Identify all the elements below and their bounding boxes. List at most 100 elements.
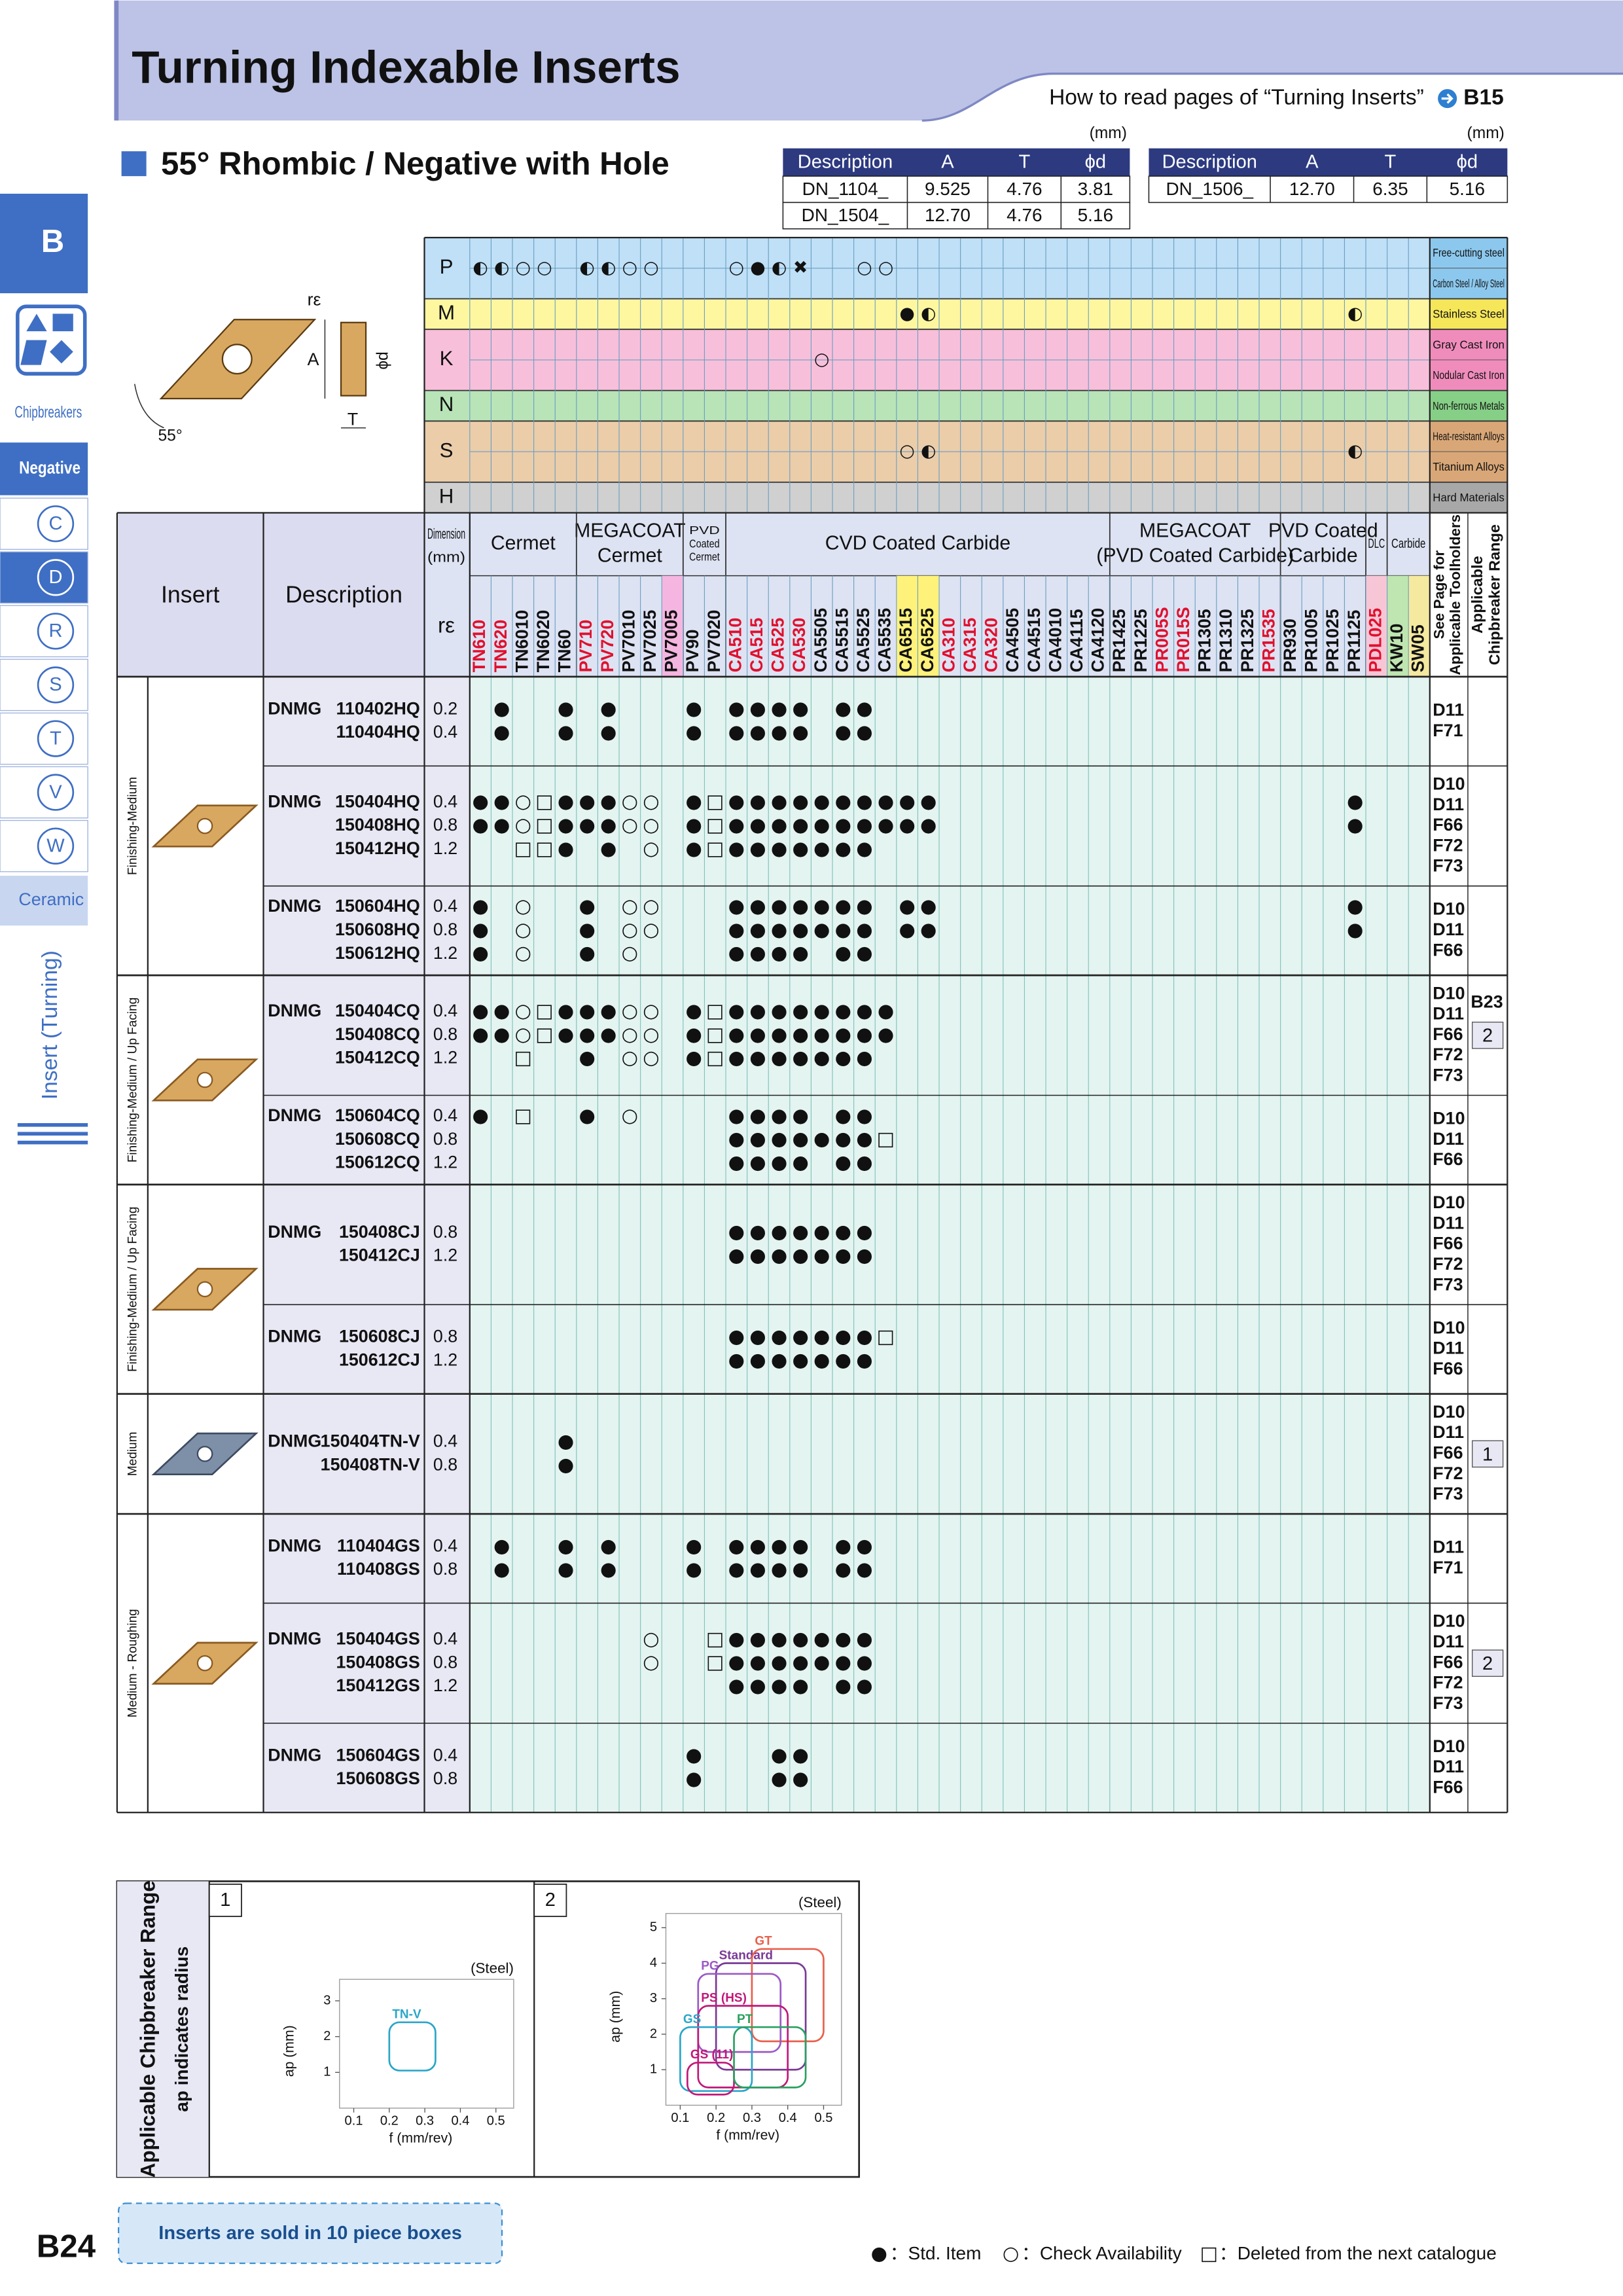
chip-range[interactable]: 1 bbox=[1482, 1444, 1493, 1465]
toolholder-page: F72 bbox=[1433, 1673, 1463, 1693]
shape-tab[interactable] bbox=[0, 551, 88, 604]
availability-mark: ● bbox=[579, 999, 595, 1022]
availability-mark: ● bbox=[792, 1534, 808, 1556]
availability-mark: □ bbox=[706, 1023, 724, 1045]
application-label: Finishing-Medium / Up Facing bbox=[126, 997, 140, 1162]
material-mark: ◐ bbox=[579, 257, 594, 278]
material-type: Hard Materials bbox=[1433, 491, 1505, 504]
shape-tab[interactable] bbox=[0, 819, 88, 872]
availability-mark: ● bbox=[856, 1104, 872, 1126]
availability-mark: ● bbox=[685, 721, 702, 743]
availability-mark: ○ bbox=[643, 1627, 659, 1649]
availability-mark: ● bbox=[835, 942, 851, 964]
availability-mark: ● bbox=[472, 999, 488, 1022]
material-mark: ● bbox=[899, 303, 914, 323]
negative-label[interactable]: Negative bbox=[19, 457, 80, 477]
grade-name: CA320 bbox=[982, 618, 1001, 673]
grade-name: PR1425 bbox=[1109, 609, 1129, 672]
availability-mark: ● bbox=[835, 1047, 851, 1069]
availability-mark: ● bbox=[558, 1023, 574, 1045]
toolholder-page: F66 bbox=[1433, 815, 1463, 834]
shape-letter[interactable]: W bbox=[46, 835, 65, 856]
availability-mark: ○ bbox=[643, 790, 659, 812]
grade-name: PV720 bbox=[597, 620, 617, 673]
toolholder-page: D11 bbox=[1433, 1422, 1464, 1442]
dimension-header: (mm) bbox=[427, 549, 465, 565]
availability-mark: ● bbox=[685, 814, 702, 836]
shape-letter[interactable]: V bbox=[49, 781, 62, 802]
insert-code: 150408CQ bbox=[335, 1024, 420, 1044]
corner-radius: 0.4 bbox=[433, 1105, 457, 1125]
shape-tab[interactable] bbox=[0, 605, 88, 658]
availability-mark: ● bbox=[728, 1023, 745, 1045]
y-tick-label: 1 bbox=[650, 2062, 657, 2077]
link-text[interactable]: How to read pages of “Turning Inserts” bbox=[1049, 85, 1424, 109]
section-title: 55° Rhombic / Negative with Hole bbox=[161, 145, 669, 181]
availability-mark: ● bbox=[728, 1534, 745, 1556]
chip-range[interactable]: 2 bbox=[1482, 1653, 1493, 1674]
availability-mark: ● bbox=[899, 790, 915, 812]
material-band bbox=[424, 298, 1430, 330]
negative-tab[interactable] bbox=[0, 442, 88, 495]
chip-range-header: Chipbreaker Range bbox=[1486, 524, 1503, 665]
y-tick-label: 4 bbox=[650, 1956, 657, 1970]
availability-mark: ● bbox=[749, 999, 766, 1022]
availability-mark: ● bbox=[792, 1558, 808, 1580]
a-label: A bbox=[308, 350, 319, 369]
toolholder-page: D10 bbox=[1433, 1402, 1465, 1422]
range-region bbox=[715, 1962, 807, 2071]
grade-name: PR015S bbox=[1173, 607, 1193, 672]
shape-letter[interactable]: S bbox=[49, 674, 62, 695]
availability-mark: ● bbox=[749, 1325, 766, 1348]
availability-mark: ● bbox=[558, 790, 574, 812]
ceramic-tab[interactable] bbox=[0, 876, 88, 926]
ceramic-label[interactable]: Ceramic bbox=[18, 889, 84, 909]
shape-letter[interactable]: D bbox=[48, 567, 62, 588]
chip-box bbox=[1471, 1440, 1504, 1468]
availability-mark: ● bbox=[856, 1047, 872, 1069]
insert-image-hole bbox=[196, 1446, 213, 1462]
grade-bg bbox=[896, 575, 918, 677]
toolholder-page: F66 bbox=[1433, 1359, 1463, 1378]
insert-code: 150608CQ bbox=[335, 1129, 420, 1149]
dim-header: Description bbox=[1162, 152, 1257, 173]
chip-range[interactable]: 2 bbox=[1482, 1026, 1493, 1047]
availability-mark: ● bbox=[472, 790, 488, 812]
shape-letter[interactable]: T bbox=[50, 728, 62, 749]
grade-name: PR1310 bbox=[1216, 609, 1236, 672]
shape-outline bbox=[37, 559, 75, 596]
insert-code: 150408HQ bbox=[335, 815, 420, 834]
availability-mark: ● bbox=[472, 1023, 488, 1045]
availability-mark: ● bbox=[792, 1221, 808, 1243]
insert-code: 150408CJ bbox=[339, 1222, 420, 1242]
availability-mark: ● bbox=[920, 814, 936, 836]
availability-mark: □ bbox=[535, 1023, 553, 1045]
link-page[interactable]: B15 bbox=[1463, 85, 1504, 109]
availability-mark: ● bbox=[749, 721, 766, 743]
shape-tab[interactable] bbox=[0, 658, 88, 711]
availability-mark: ● bbox=[856, 1151, 872, 1173]
material-mark: ○ bbox=[516, 257, 531, 278]
chipbreakers-link[interactable]: Chipbreakers bbox=[14, 404, 82, 422]
shape-letter[interactable]: R bbox=[48, 620, 62, 641]
grade-name: CA315 bbox=[960, 618, 980, 673]
shape-outline bbox=[37, 666, 75, 704]
shape-tab[interactable] bbox=[0, 497, 88, 550]
shape-tab[interactable] bbox=[0, 712, 88, 765]
shape-tab[interactable] bbox=[0, 766, 88, 819]
availability-mark: ● bbox=[792, 790, 808, 812]
availability-mark: ● bbox=[749, 1674, 766, 1696]
material-mark: ○ bbox=[857, 257, 872, 278]
availability-mark: ● bbox=[856, 1558, 872, 1580]
availability-mark: ● bbox=[558, 837, 574, 859]
availability-mark: ○ bbox=[643, 814, 659, 836]
shape-letter[interactable]: C bbox=[48, 513, 62, 534]
availability-mark: ● bbox=[771, 999, 787, 1022]
availability-mark: ● bbox=[728, 721, 745, 743]
application-label: Medium bbox=[126, 1432, 140, 1477]
availability-mark: ○ bbox=[515, 814, 531, 836]
availability-mark: ● bbox=[728, 1151, 745, 1173]
availability-mark: □ bbox=[706, 837, 724, 859]
grade-name: PR1025 bbox=[1323, 609, 1342, 672]
rule bbox=[17, 1122, 88, 1127]
